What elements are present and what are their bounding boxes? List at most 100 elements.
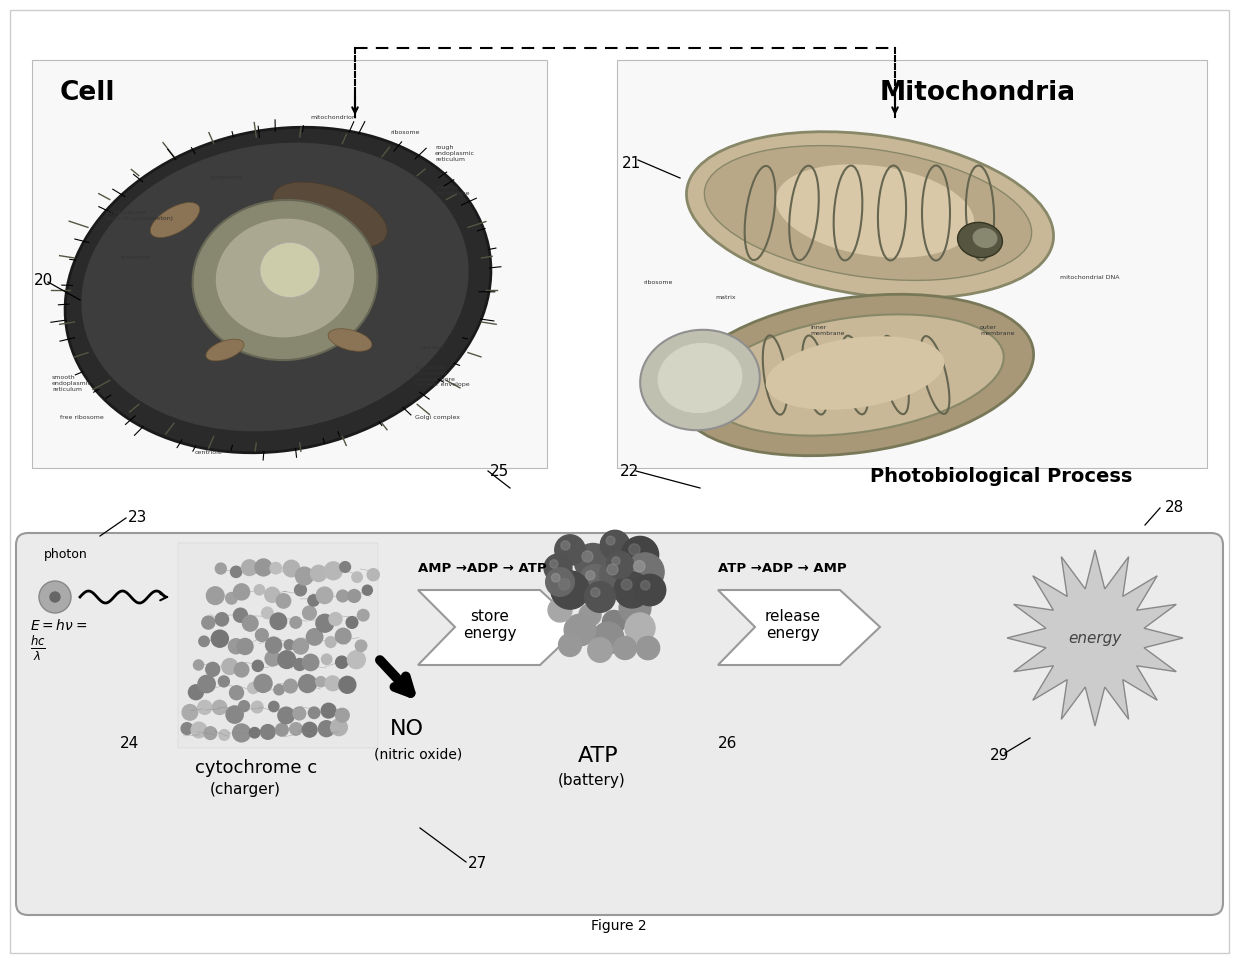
Circle shape — [555, 534, 585, 565]
Circle shape — [254, 674, 273, 692]
Circle shape — [234, 663, 249, 677]
Polygon shape — [418, 590, 580, 665]
Circle shape — [587, 638, 612, 663]
Text: rough
endoplasmic
reticulum: rough endoplasmic reticulum — [435, 145, 475, 162]
Circle shape — [50, 592, 59, 602]
Circle shape — [265, 587, 280, 602]
Circle shape — [309, 707, 320, 718]
Text: mitochondrion: mitochondrion — [310, 115, 356, 120]
Circle shape — [275, 723, 289, 736]
Circle shape — [582, 551, 593, 562]
Circle shape — [622, 536, 659, 574]
Text: 20: 20 — [33, 273, 53, 288]
Circle shape — [629, 544, 641, 555]
Circle shape — [325, 561, 342, 580]
Circle shape — [181, 722, 193, 735]
Circle shape — [242, 560, 258, 576]
Circle shape — [641, 581, 650, 590]
Circle shape — [255, 559, 271, 576]
Text: ribosome: ribosome — [390, 130, 419, 135]
Circle shape — [339, 676, 356, 693]
Text: (charger): (charger) — [209, 782, 281, 797]
Circle shape — [193, 660, 203, 670]
Circle shape — [330, 612, 342, 626]
Circle shape — [239, 701, 249, 712]
FancyBboxPatch shape — [32, 60, 546, 468]
Circle shape — [278, 651, 296, 668]
Circle shape — [225, 592, 238, 604]
Ellipse shape — [192, 200, 378, 360]
Circle shape — [356, 640, 367, 652]
Circle shape — [274, 685, 284, 695]
Text: 23: 23 — [128, 510, 147, 525]
Circle shape — [559, 579, 570, 590]
Circle shape — [637, 637, 659, 660]
Circle shape — [615, 572, 650, 608]
Ellipse shape — [958, 222, 1002, 258]
Circle shape — [290, 616, 301, 628]
Ellipse shape — [686, 132, 1053, 299]
Ellipse shape — [150, 202, 199, 238]
Text: Figure 2: Figure 2 — [591, 919, 647, 933]
Text: lysosome: lysosome — [120, 255, 150, 260]
Circle shape — [550, 560, 558, 568]
Circle shape — [336, 656, 348, 668]
Circle shape — [602, 611, 626, 634]
Circle shape — [302, 606, 316, 620]
Circle shape — [326, 637, 336, 647]
Ellipse shape — [641, 329, 760, 430]
Circle shape — [580, 564, 611, 595]
Text: release
energy: release energy — [764, 609, 821, 641]
Circle shape — [212, 700, 227, 715]
Circle shape — [606, 552, 633, 579]
Text: matrix: matrix — [715, 295, 736, 300]
Circle shape — [579, 604, 601, 626]
Text: Golgi complex: Golgi complex — [415, 415, 460, 420]
Circle shape — [233, 724, 250, 742]
Text: 22: 22 — [620, 464, 639, 479]
Circle shape — [233, 584, 249, 600]
Circle shape — [348, 589, 361, 603]
FancyBboxPatch shape — [617, 60, 1207, 468]
Circle shape — [261, 608, 273, 618]
Circle shape — [548, 598, 572, 622]
Ellipse shape — [704, 145, 1032, 280]
Circle shape — [316, 614, 333, 632]
Circle shape — [607, 564, 618, 575]
Circle shape — [600, 531, 629, 560]
Text: 25: 25 — [489, 464, 509, 479]
Text: 21: 21 — [622, 156, 642, 171]
Text: AMP →ADP → ATP: AMP →ADP → ATP — [418, 562, 546, 575]
Circle shape — [309, 595, 320, 606]
Circle shape — [316, 677, 326, 687]
Text: 29: 29 — [990, 748, 1010, 763]
Circle shape — [561, 541, 570, 550]
Circle shape — [276, 594, 291, 608]
Text: $E = h\nu =$: $E = h\nu =$ — [30, 618, 87, 633]
Circle shape — [318, 720, 335, 737]
Circle shape — [551, 571, 590, 610]
Circle shape — [551, 573, 560, 582]
Polygon shape — [717, 590, 880, 665]
Circle shape — [202, 616, 214, 629]
Text: free ribosome: free ribosome — [59, 415, 104, 420]
Circle shape — [198, 637, 209, 646]
Ellipse shape — [82, 143, 468, 431]
Circle shape — [296, 567, 313, 585]
FancyBboxPatch shape — [16, 533, 1223, 915]
Circle shape — [237, 638, 253, 655]
Circle shape — [212, 630, 228, 647]
FancyBboxPatch shape — [10, 10, 1229, 953]
Circle shape — [362, 586, 373, 595]
Circle shape — [544, 554, 572, 582]
Circle shape — [219, 730, 229, 741]
Circle shape — [278, 707, 295, 724]
Text: energy: energy — [1068, 631, 1121, 645]
Circle shape — [270, 562, 281, 574]
Circle shape — [204, 727, 217, 740]
Ellipse shape — [328, 328, 372, 351]
Ellipse shape — [706, 314, 1004, 435]
Text: inner
membrane: inner membrane — [810, 325, 845, 336]
Circle shape — [545, 568, 575, 596]
Text: NO: NO — [390, 719, 424, 739]
